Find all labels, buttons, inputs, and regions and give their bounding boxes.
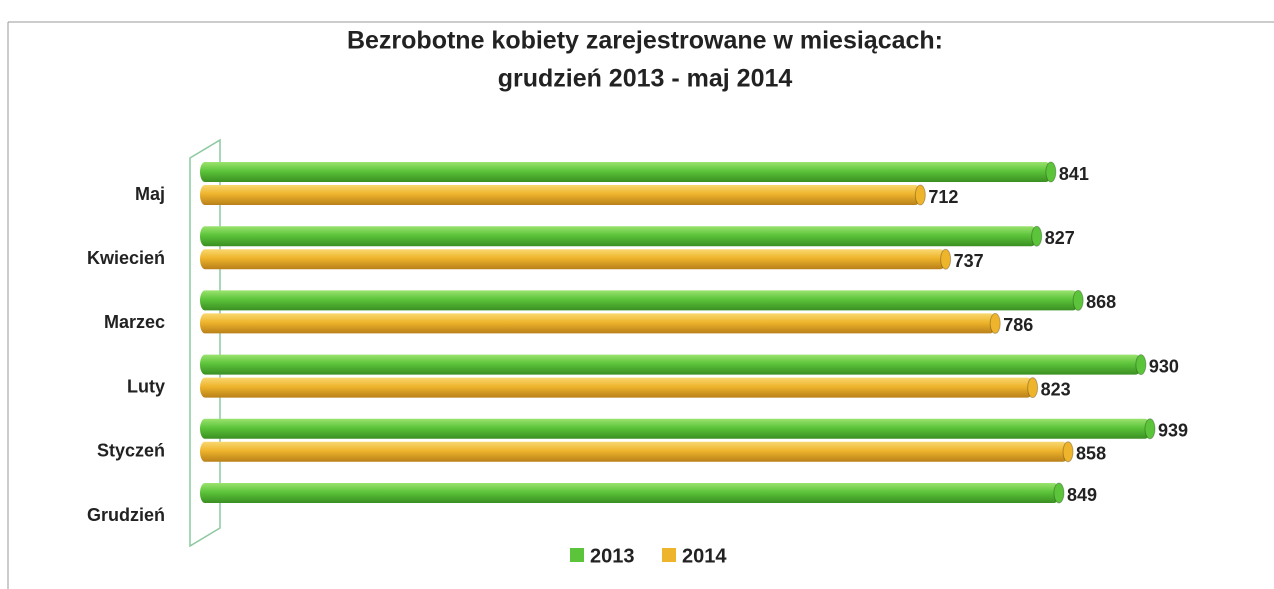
- bar: [200, 185, 921, 205]
- value-label: 786: [1003, 315, 1033, 335]
- bar: [200, 354, 1141, 375]
- chart-title: Bezrobotne kobiety zarejestrowane w mies…: [347, 27, 943, 55]
- legend-swatch: [662, 548, 676, 562]
- chart-title: grudzień 2013 - maj 2014: [498, 65, 793, 93]
- legend-label: 2013: [590, 545, 635, 567]
- category-label: Marzec: [104, 312, 165, 332]
- bar-cap: [940, 248, 952, 270]
- category-label: Maj: [135, 184, 165, 204]
- value-label: 858: [1076, 444, 1106, 464]
- bar-cap: [1072, 289, 1084, 311]
- category-label: Luty: [127, 376, 165, 396]
- value-label: 930: [1149, 356, 1179, 376]
- bar-cap: [1144, 418, 1156, 440]
- bar: [200, 226, 1037, 247]
- bar: [200, 418, 1150, 439]
- bar-cap: [1053, 482, 1065, 504]
- bar-cap: [1045, 161, 1057, 183]
- bar-cap: [989, 312, 1001, 334]
- bar-cap: [1031, 225, 1043, 247]
- bar: [200, 249, 946, 270]
- bar-cap: [1062, 441, 1074, 463]
- legend-swatch: [570, 548, 584, 562]
- value-label: 823: [1041, 379, 1071, 399]
- legend-label: 2014: [682, 545, 727, 567]
- value-label: 868: [1086, 292, 1116, 312]
- bar: [200, 290, 1079, 311]
- bar: [200, 313, 996, 334]
- bar: [200, 377, 1033, 398]
- bar: [200, 483, 1059, 503]
- value-label: 712: [928, 187, 958, 207]
- category-label: Grudzień: [87, 505, 165, 525]
- value-label: 737: [954, 251, 984, 271]
- axis-wall: [189, 138, 221, 548]
- bar: [200, 162, 1051, 182]
- value-label: 827: [1045, 228, 1075, 248]
- value-label: 849: [1067, 485, 1097, 505]
- bar-cap: [1027, 377, 1039, 399]
- bar-cap: [1135, 354, 1147, 376]
- value-label: 841: [1059, 164, 1089, 184]
- value-label: 939: [1158, 421, 1188, 441]
- bar: [200, 441, 1069, 462]
- bar-cap: [914, 184, 926, 206]
- category-label: Styczeń: [97, 441, 165, 461]
- category-label: Kwiecień: [87, 248, 165, 268]
